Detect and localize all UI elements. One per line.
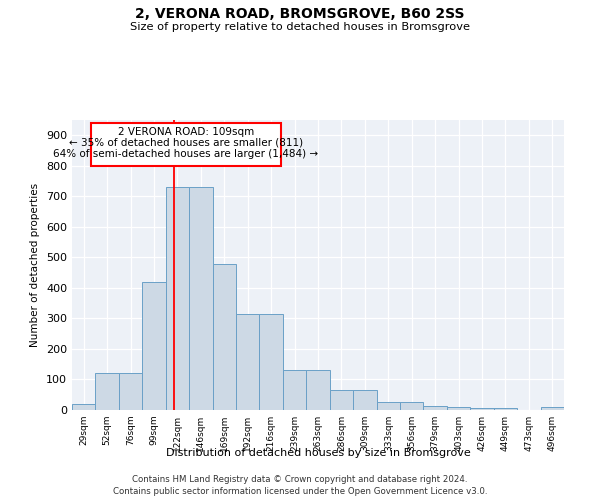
Bar xyxy=(470,408,494,410)
Text: Size of property relative to detached houses in Bromsgrove: Size of property relative to detached ho… xyxy=(130,22,470,32)
Bar xyxy=(119,373,142,410)
Bar xyxy=(259,314,283,410)
Bar xyxy=(236,314,259,410)
Bar xyxy=(353,390,377,410)
Bar xyxy=(212,264,236,410)
Bar xyxy=(377,402,400,410)
Bar xyxy=(166,187,189,410)
Text: 2 VERONA ROAD: 109sqm: 2 VERONA ROAD: 109sqm xyxy=(118,126,254,136)
Bar xyxy=(424,406,447,410)
Bar xyxy=(189,187,212,410)
Bar xyxy=(306,370,330,410)
Bar xyxy=(142,282,166,410)
Bar xyxy=(91,123,281,166)
Y-axis label: Number of detached properties: Number of detached properties xyxy=(31,183,40,347)
Text: ← 35% of detached houses are smaller (811): ← 35% of detached houses are smaller (81… xyxy=(68,138,302,147)
Bar xyxy=(72,404,95,410)
Text: Contains public sector information licensed under the Open Government Licence v3: Contains public sector information licen… xyxy=(113,486,487,496)
Bar xyxy=(283,370,306,410)
Bar xyxy=(541,407,564,410)
Bar xyxy=(95,373,119,410)
Text: Distribution of detached houses by size in Bromsgrove: Distribution of detached houses by size … xyxy=(166,448,470,458)
Bar xyxy=(400,402,424,410)
Bar xyxy=(447,407,470,410)
Text: 2, VERONA ROAD, BROMSGROVE, B60 2SS: 2, VERONA ROAD, BROMSGROVE, B60 2SS xyxy=(135,8,465,22)
Bar xyxy=(494,408,517,410)
Text: Contains HM Land Registry data © Crown copyright and database right 2024.: Contains HM Land Registry data © Crown c… xyxy=(132,474,468,484)
Text: 64% of semi-detached houses are larger (1,484) →: 64% of semi-detached houses are larger (… xyxy=(53,148,318,158)
Bar xyxy=(330,390,353,410)
